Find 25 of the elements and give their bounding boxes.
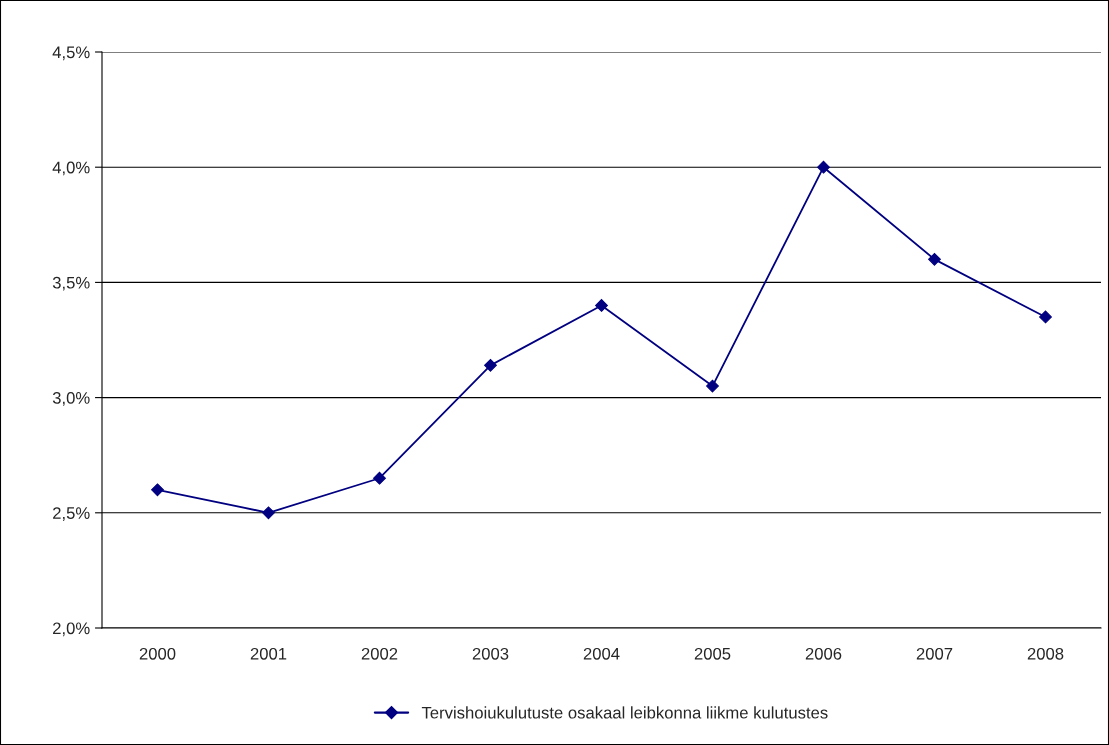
x-tick-label: 2001: [250, 647, 287, 660]
y-tick-label: 3,0%: [52, 392, 90, 406]
x-tick-label: 2000: [139, 647, 176, 660]
legend-label: Tervishoiukulutuste osakaal leibkonna liikme kulutustes: [421, 706, 828, 719]
x-tick-label: 2002: [361, 647, 398, 660]
x-tick-label: 2003: [472, 647, 509, 660]
point: [595, 299, 608, 312]
point: [151, 483, 164, 497]
x-tick-label: 2004: [583, 647, 620, 660]
y-tick-label: 2,0%: [53, 622, 90, 637]
x-tick-label: 2005: [694, 647, 731, 660]
x-tick-label: 2006: [805, 647, 842, 660]
point: [373, 471, 386, 485]
x-tick-label: 2007: [916, 647, 953, 660]
point: [817, 160, 830, 174]
point: [484, 358, 497, 372]
y-tick-label: 2,5%: [53, 507, 90, 521]
point: [262, 506, 275, 520]
point: [928, 252, 941, 266]
point: [1039, 310, 1052, 324]
y-tick-label: 3,5%: [52, 276, 90, 291]
x-tick-label: 2008: [1027, 647, 1064, 660]
y-tick-label: 4,5%: [52, 46, 90, 61]
point: [706, 379, 719, 393]
y-tick-label: 4,0%: [52, 161, 90, 176]
